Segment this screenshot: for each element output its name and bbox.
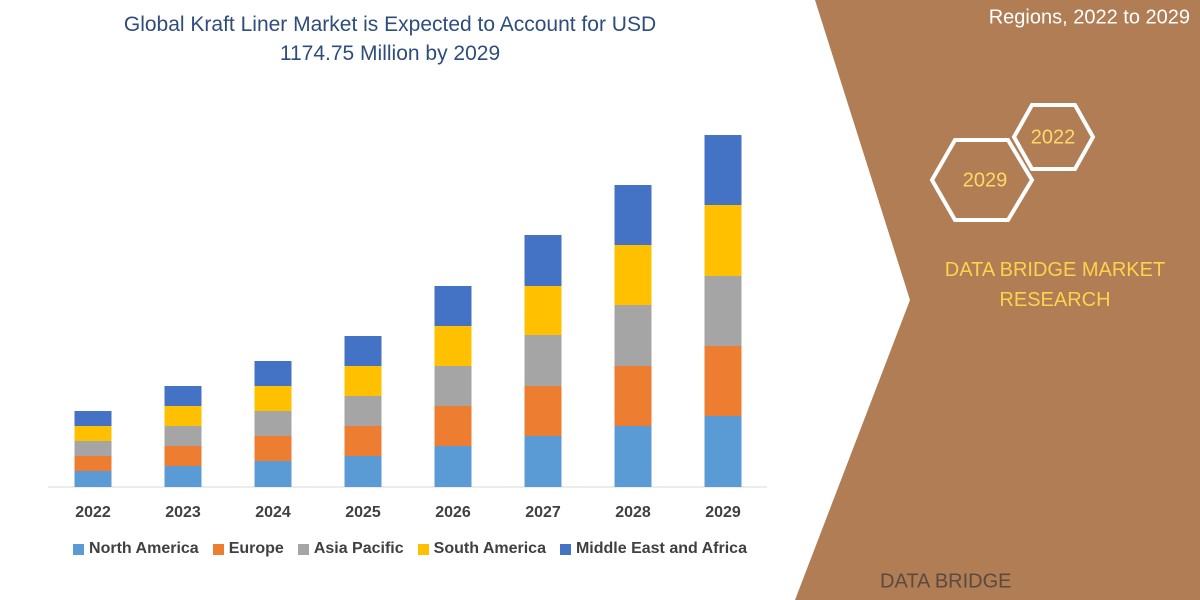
bar-segment: [74, 426, 112, 441]
legend-swatch: [212, 543, 224, 555]
legend-swatch: [559, 543, 571, 555]
bar-segment: [524, 286, 562, 335]
bar-segment: [74, 471, 112, 487]
hexagon: [1011, 103, 1096, 171]
hex-label: 2022: [1031, 126, 1076, 148]
bar-segment: [704, 346, 742, 416]
bar-segment: [614, 305, 652, 366]
brand: DATA BRIDGE MARKET RESEARCH: [944, 259, 1166, 311]
x-tick-label: 2023: [165, 504, 201, 521]
bar-segment: [254, 436, 292, 461]
legend-label: Europe: [228, 540, 284, 557]
bar-segment: [614, 185, 652, 245]
bar-segment: [434, 446, 472, 487]
hexagon: [929, 138, 1035, 222]
bar-segment: [434, 406, 472, 446]
bar-segment: [74, 441, 112, 456]
bar-segment: [344, 426, 382, 456]
legend-item: North America: [73, 540, 199, 558]
legend-swatch: [297, 543, 309, 555]
legend-label: South America: [433, 540, 546, 557]
bar-segment: [704, 276, 742, 346]
x-tick-label: 2025: [345, 504, 381, 521]
bar-segment: [704, 135, 742, 205]
bar-segment: [164, 426, 202, 446]
bar-segment: [344, 336, 382, 366]
bar-segment: [254, 361, 292, 386]
bar-segment: [434, 366, 472, 406]
bar-segment: [164, 446, 202, 466]
legend-item: Asia Pacific: [297, 540, 404, 558]
bar-segment: [74, 411, 112, 426]
subtitle: Regions, 2022 to 2029: [989, 6, 1190, 28]
x-tick-label: 2026: [435, 504, 471, 521]
bar-segment: [434, 286, 472, 326]
bar-segment: [254, 461, 292, 487]
legend-label: Middle East and Africa: [575, 540, 747, 557]
bar-segment: [344, 396, 382, 426]
x-tick-label: 2024: [255, 504, 291, 521]
legend-label: Asia Pacific: [313, 540, 404, 557]
bar-segment: [614, 426, 652, 487]
bar-segment: [524, 386, 562, 436]
bar-segment: [614, 245, 652, 305]
x-tick-label: 2027: [525, 504, 561, 521]
hex-label: 2029: [963, 169, 1008, 191]
x-tick-label: 2029: [705, 504, 741, 521]
bar-segment: [704, 205, 742, 276]
legend: North America Europe Asia Pacific South Ame…: [0, 540, 820, 558]
bar-segment: [434, 326, 472, 366]
bar-segment: [344, 456, 382, 487]
legend-item: Europe: [212, 540, 284, 558]
legend-swatch: [417, 543, 429, 555]
x-tick-label: 2028: [615, 504, 651, 521]
bar-segment: [164, 406, 202, 426]
bar-segment: [524, 335, 562, 386]
bar-segment: [254, 411, 292, 436]
bar-segment: [74, 456, 112, 471]
x-tick-label: 2022: [75, 504, 111, 521]
side-panel: [795, 0, 1200, 600]
legend-item: South America: [417, 540, 546, 558]
legend-label: North America: [89, 540, 199, 557]
bar-segment: [164, 386, 202, 406]
legend-swatch: [73, 543, 85, 555]
logo: DATA BRIDGE: [880, 570, 1012, 592]
bar-segment: [254, 386, 292, 411]
bar-segment: [524, 436, 562, 487]
bar-segment: [524, 235, 562, 286]
chart-title: Global Kraft Liner Market is Expected to…: [123, 13, 657, 65]
legend-item: Middle East and Africa: [559, 540, 747, 558]
bar-segment: [704, 416, 742, 487]
bar-segment: [344, 366, 382, 396]
bar-segment: [164, 466, 202, 487]
bar-segment: [614, 366, 652, 426]
